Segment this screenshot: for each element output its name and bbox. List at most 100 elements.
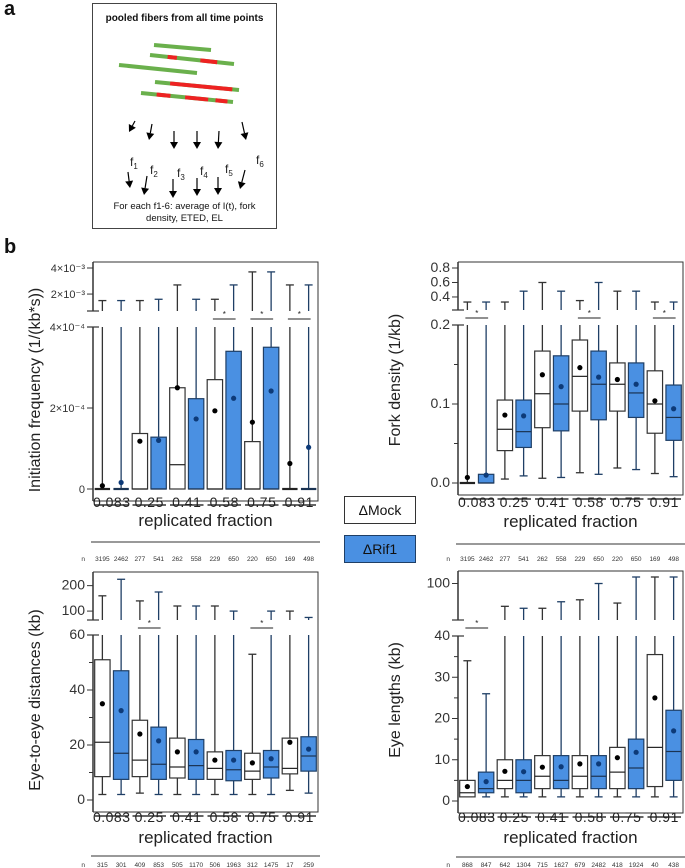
y-tick-label: 0.0	[431, 474, 451, 490]
mean-dot	[577, 761, 583, 767]
box-iqr	[150, 726, 167, 780]
box-rif1	[552, 601, 570, 798]
arrow-icon	[169, 179, 177, 198]
fiber-strand	[149, 53, 235, 66]
y-tick-label: 0	[77, 791, 85, 807]
n-count: 650	[228, 556, 239, 563]
fiber-label-segment	[167, 54, 178, 60]
n-count: 220	[612, 556, 623, 563]
x-tick-label: 0.083	[458, 494, 496, 510]
box-rif1	[515, 290, 532, 477]
n-count: 558	[556, 556, 567, 563]
box-mock	[131, 299, 149, 490]
mean-dot	[137, 438, 143, 444]
box-rif1	[150, 298, 167, 490]
y-tick-label: 0.1	[431, 395, 451, 411]
box-iqr	[187, 398, 205, 490]
n-count: 169	[649, 556, 660, 563]
arrow-icon	[214, 177, 222, 195]
significance-star: *	[475, 309, 478, 318]
y-tick-label: 40	[434, 627, 450, 643]
n-label: n	[446, 862, 450, 868]
box-mock	[609, 290, 626, 469]
n-count: 650	[631, 556, 642, 563]
mean-dot	[521, 413, 527, 419]
mean-dot	[99, 483, 105, 489]
x-tick-label: 0.58	[575, 809, 604, 825]
fraction-label: f5	[225, 162, 233, 178]
fraction-label: f6	[256, 153, 264, 169]
box-iqr	[571, 755, 589, 790]
n-label: n	[446, 556, 450, 563]
n-count: 541	[518, 556, 529, 563]
n-count: 315	[97, 862, 108, 868]
fiber-strand	[153, 43, 212, 52]
box-iqr	[169, 387, 186, 490]
x-tick-label: 0.91	[285, 809, 314, 825]
n-count: 409	[134, 862, 145, 868]
box-iqr	[112, 670, 130, 780]
n-count: 418	[612, 862, 623, 868]
chart-eted: 0 20 40 60 100 200 Eye-to-eye distances (kb) 31…	[27, 571, 320, 868]
mean-dot	[483, 779, 489, 785]
mean-dot	[539, 764, 545, 770]
n-count: 715	[537, 862, 548, 868]
fiber-label-segment	[156, 92, 171, 98]
fraction-label: f2	[150, 163, 158, 179]
n-label: n	[81, 556, 85, 563]
mean-dot	[483, 472, 489, 478]
box-mock	[206, 605, 224, 796]
mean-dot	[671, 728, 677, 734]
arrow-icon	[193, 131, 201, 149]
box-mock	[244, 653, 261, 796]
y-tick-label: 0.6	[431, 273, 451, 289]
x-tick-label: 0.75	[612, 809, 641, 825]
box-iqr	[496, 399, 514, 452]
y-tick-label: 10	[434, 751, 450, 767]
mean-dot	[287, 460, 293, 467]
box-mock	[571, 299, 589, 474]
fiber-label-segment	[184, 95, 209, 102]
arrow-icon	[146, 123, 155, 140]
box-rif1	[300, 284, 317, 491]
x-tick-label: 0.41	[172, 494, 201, 510]
box-iqr	[665, 384, 682, 441]
mean-dot	[231, 757, 237, 763]
box-mock	[571, 599, 589, 798]
significance-star: *	[260, 619, 263, 628]
mean-dot	[137, 731, 143, 737]
x-tick-label: 0.58	[210, 494, 239, 510]
x-tick-label: 0.083	[93, 809, 131, 825]
significance-star: *	[663, 309, 666, 318]
mean-dot	[99, 701, 105, 707]
n-count: 1304	[516, 862, 531, 868]
box-rif1	[627, 290, 645, 471]
y-tick-label: 40	[69, 681, 85, 697]
fraction-label: f1	[130, 155, 138, 171]
x-tick-label: 0.25	[135, 494, 164, 510]
x-tick-label: 0.25	[135, 809, 164, 825]
box-iqr	[206, 751, 224, 780]
arrow-icon	[170, 131, 178, 149]
y-axis-label: Initiation frequency (1/(kb*s))	[27, 288, 44, 493]
box-iqr	[552, 355, 570, 432]
n-count: 229	[209, 556, 220, 563]
y-tick-label: 0.2	[431, 316, 451, 332]
mean-dot	[464, 783, 470, 790]
box-iqr	[262, 346, 280, 490]
fraction-label: f3	[177, 166, 185, 182]
mean-dot	[521, 769, 527, 775]
y-tick-label: 100	[427, 575, 451, 591]
fiber-label-segment	[200, 58, 218, 65]
fraction-label: f4	[200, 164, 208, 180]
box-mock	[646, 576, 664, 798]
box-mock	[169, 605, 186, 796]
box-iqr	[169, 737, 186, 779]
n-count: 847	[481, 862, 492, 868]
box-iqr	[534, 755, 551, 790]
fiber-label-segment	[215, 98, 228, 104]
schematic-diagram: f1 f2 f3 f4 f5 f6	[118, 43, 264, 198]
box-iqr	[534, 350, 551, 429]
box-rif1	[150, 591, 167, 796]
mean-dot	[652, 398, 658, 404]
